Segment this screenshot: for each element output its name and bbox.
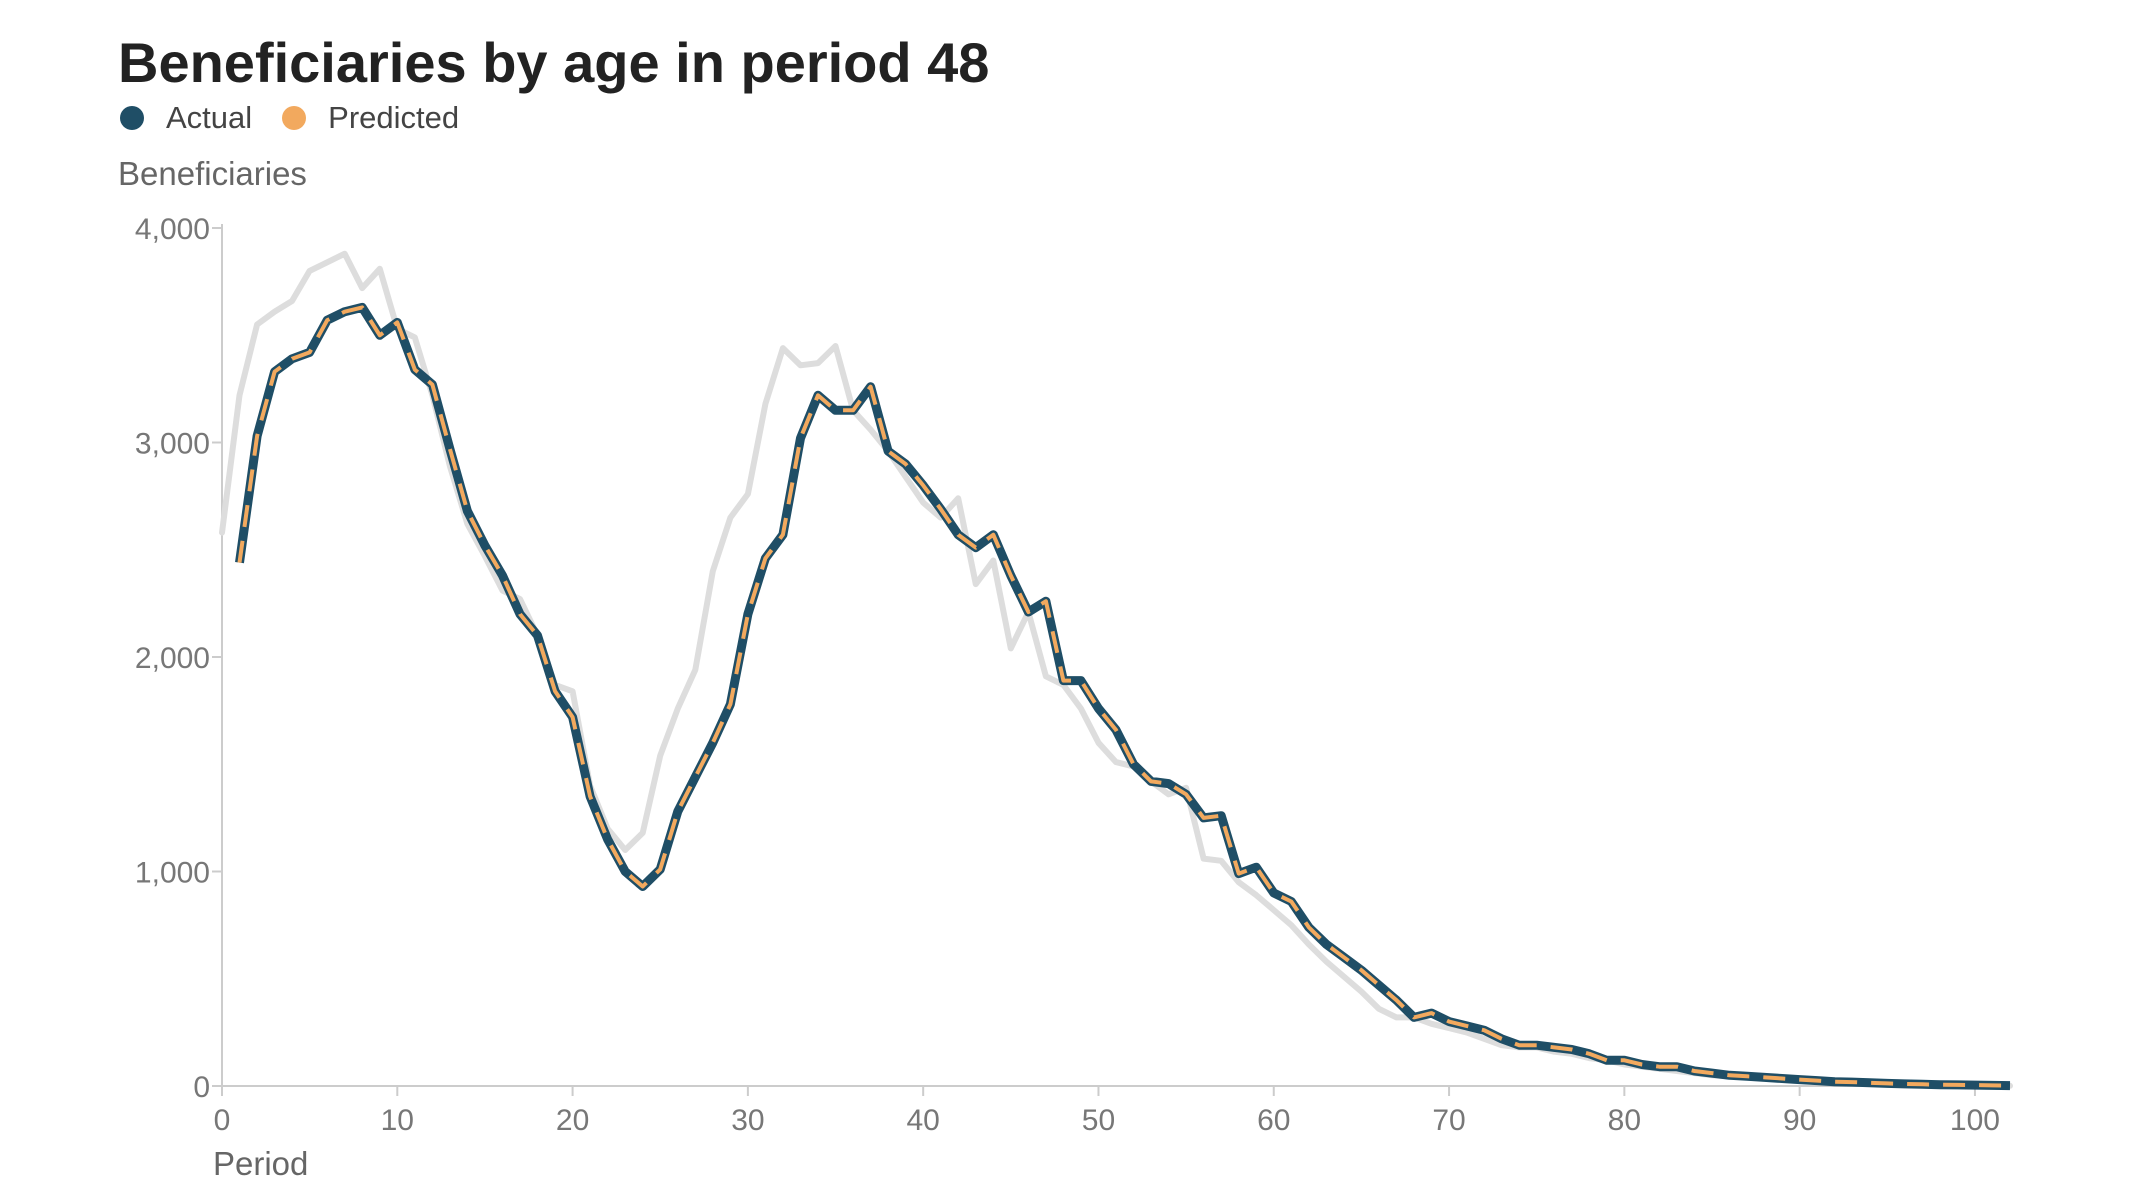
y-tick-label: 2,000 <box>135 642 210 675</box>
y-tick-label: 0 <box>193 1071 210 1104</box>
x-tick-label: 100 <box>1950 1104 2000 1137</box>
legend: Actual Predicted <box>120 100 489 136</box>
x-tick-label: 90 <box>1783 1104 1816 1137</box>
x-tick-label: 0 <box>214 1104 231 1137</box>
x-tick-label: 20 <box>556 1104 589 1137</box>
x-axis-title: Period <box>213 1145 309 1182</box>
legend-swatch-predicted <box>282 106 307 130</box>
y-tick-label: 4,000 <box>135 213 210 246</box>
chart-title: Beneficiaries by age in period 48 <box>118 31 990 94</box>
y-tick-label: 1,000 <box>135 857 210 890</box>
series-line-reference <box>219 250 2013 1089</box>
y-axis-title: Beneficiaries <box>118 155 307 192</box>
series-line-actual <box>235 302 2011 1091</box>
x-tick-label: 50 <box>1082 1104 1115 1137</box>
x-tick-label: 70 <box>1432 1104 1465 1137</box>
x-tick-label: 30 <box>731 1104 764 1137</box>
series-line-predicted <box>237 305 2011 1088</box>
legend-item-actual: Actual <box>120 100 252 136</box>
x-tick-label: 40 <box>906 1104 939 1137</box>
legend-label-actual: Actual <box>166 100 253 135</box>
x-tick-label: 60 <box>1257 1104 1290 1137</box>
legend-swatch-actual <box>120 106 144 130</box>
x-tick-label: 80 <box>1608 1104 1641 1137</box>
y-tick-label: 3,000 <box>135 428 210 461</box>
legend-item-predicted: Predicted <box>282 100 459 136</box>
x-tick-label: 10 <box>381 1104 414 1137</box>
legend-label-predicted: Predicted <box>328 100 460 135</box>
